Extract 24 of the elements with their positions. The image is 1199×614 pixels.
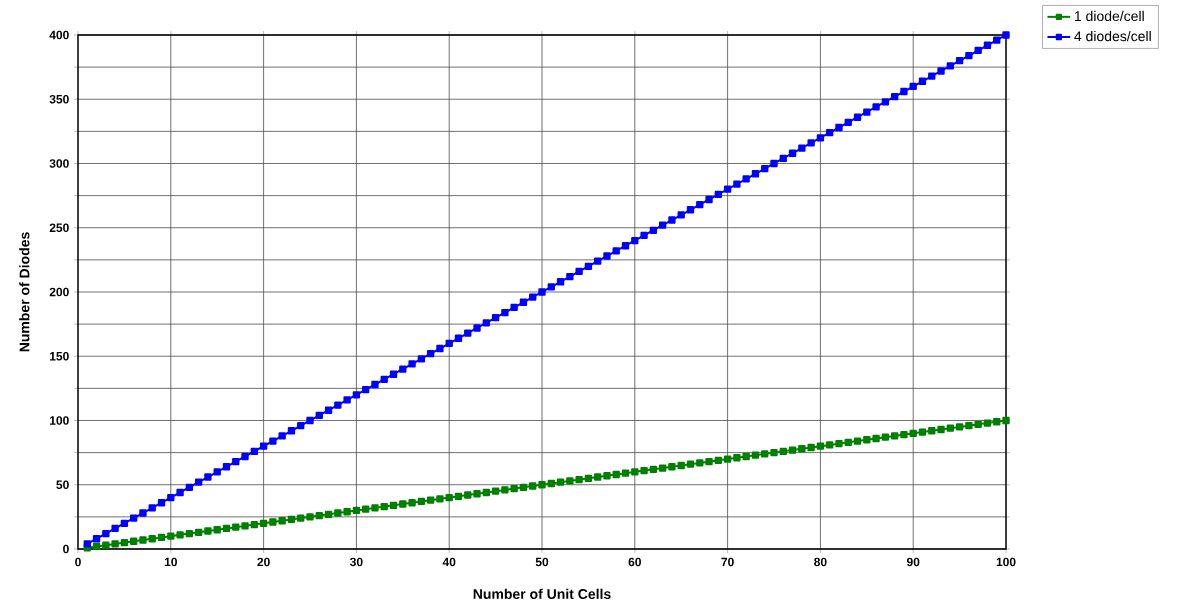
legend-label: 1 diode/cell <box>1074 10 1144 22</box>
x-tick-label: 0 <box>75 557 81 567</box>
x-tick-label: 90 <box>906 557 920 567</box>
x-tick-label: 70 <box>721 557 734 567</box>
y-tick-label: 50 <box>56 480 69 490</box>
y-tick-label: 200 <box>49 287 69 297</box>
y-tick-label: 0 <box>63 544 69 554</box>
y-tick-label: 100 <box>50 416 69 425</box>
y-tick-label: 300 <box>49 159 69 168</box>
x-tick-label: 20 <box>257 557 270 567</box>
legend-label: 4 diodes/cell <box>1074 30 1151 42</box>
y-tick-label: 350 <box>49 94 69 104</box>
x-tick-label: 10 <box>164 557 177 567</box>
y-tick-label: 400 <box>49 30 69 40</box>
x-axis-title: Number of Unit Cells <box>473 588 611 599</box>
y-tick-label: 250 <box>49 223 69 232</box>
x-tick-label: 50 <box>535 557 549 567</box>
x-tick-label: 60 <box>628 557 641 567</box>
x-tick-label: 100 <box>996 557 1016 567</box>
x-tick-label: 40 <box>442 557 456 567</box>
x-tick-label: 30 <box>350 557 363 567</box>
y-tick-label: 150 <box>50 351 69 361</box>
x-tick-label: 80 <box>814 557 827 567</box>
y-axis-title: Number of Diodes <box>19 232 30 352</box>
